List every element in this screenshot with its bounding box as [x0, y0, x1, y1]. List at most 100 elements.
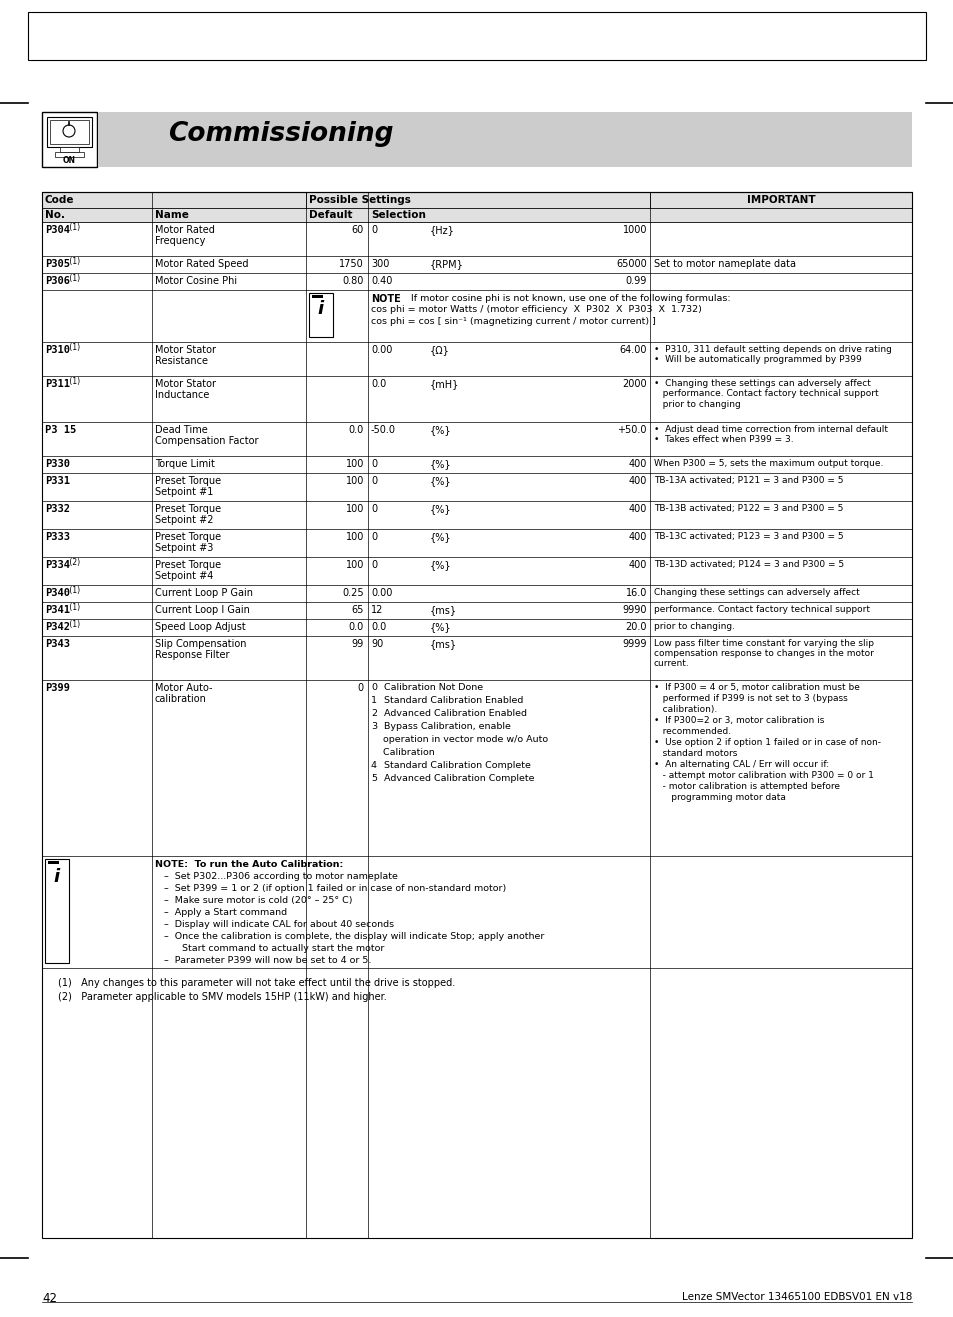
Text: Calibration Not Done: Calibration Not Done	[384, 684, 482, 691]
Text: -50.0: -50.0	[371, 425, 395, 435]
Text: –  Set P302...P306 according to motor nameplate: – Set P302...P306 according to motor nam…	[154, 872, 397, 881]
Text: {Ω}: {Ω}	[430, 345, 450, 356]
Text: Standard Calibration Complete: Standard Calibration Complete	[384, 761, 530, 770]
Text: 0.99: 0.99	[625, 277, 646, 286]
Text: P332: P332	[45, 504, 70, 514]
Text: 0.0: 0.0	[371, 379, 386, 389]
Text: Motor Auto-: Motor Auto-	[154, 684, 213, 693]
Text: 100: 100	[345, 460, 364, 469]
Text: –  Parameter P399 will now be set to 4 or 5.: – Parameter P399 will now be set to 4 or…	[154, 956, 371, 965]
Text: Changing these settings can adversely affect: Changing these settings can adversely af…	[654, 587, 859, 597]
Text: If motor cosine phi is not known, use one of the following formulas:: If motor cosine phi is not known, use on…	[398, 294, 730, 303]
Text: Motor Rated Speed: Motor Rated Speed	[154, 259, 248, 269]
Text: Preset Torque: Preset Torque	[154, 475, 221, 486]
Bar	[309, 292, 333, 337]
Text: {%}: {%}	[430, 560, 451, 570]
Text: 0: 0	[357, 684, 364, 693]
Text: standard motors: standard motors	[654, 749, 737, 759]
Text: (1): (1)	[67, 377, 80, 386]
Text: •  P310, 311 default setting depends on drive rating: • P310, 311 default setting depends on d…	[654, 345, 891, 354]
Text: 0.40: 0.40	[371, 277, 392, 286]
Text: {%}: {%}	[430, 425, 451, 435]
Text: 9990: 9990	[622, 605, 646, 615]
Bar	[47, 117, 91, 148]
Text: programming motor data: programming motor data	[654, 793, 785, 802]
Text: Possible Settings: Possible Settings	[309, 195, 411, 205]
Text: Start command to actually start the motor: Start command to actually start the moto…	[154, 944, 384, 954]
Text: 400: 400	[628, 560, 646, 570]
Text: 400: 400	[628, 475, 646, 486]
Text: cos phi = cos [ sin⁻¹ (magnetizing current / motor current) ]: cos phi = cos [ sin⁻¹ (magnetizing curre…	[371, 317, 656, 327]
Text: 42: 42	[42, 1292, 57, 1305]
Text: P310: P310	[45, 345, 70, 356]
Text: (1): (1)	[67, 603, 80, 612]
Text: 12: 12	[371, 605, 383, 615]
Text: TB-13C activated; P123 = 3 and P300 = 5: TB-13C activated; P123 = 3 and P300 = 5	[654, 532, 842, 541]
Text: {%}: {%}	[430, 532, 451, 543]
Text: P399: P399	[45, 684, 70, 693]
Text: cos phi = motor Watts / (motor efficiency  X  P302  X  P303  X  1.732): cos phi = motor Watts / (motor efficienc…	[371, 306, 701, 313]
Text: 20.0: 20.0	[625, 622, 646, 632]
Text: Motor Cosine Phi: Motor Cosine Phi	[154, 277, 237, 286]
Text: P334: P334	[45, 560, 70, 570]
Text: (1): (1)	[67, 257, 80, 266]
Text: 65000: 65000	[616, 259, 646, 269]
Text: (1): (1)	[67, 586, 80, 595]
Text: i: i	[54, 868, 60, 886]
Text: {%}: {%}	[430, 460, 451, 469]
Text: - motor calibration is attempted before: - motor calibration is attempted before	[654, 782, 840, 792]
Text: {ms}: {ms}	[430, 639, 456, 649]
Text: 400: 400	[628, 460, 646, 469]
Text: {ms}: {ms}	[430, 605, 456, 615]
Text: 400: 400	[628, 504, 646, 514]
Text: 0: 0	[371, 560, 376, 570]
Text: 1: 1	[371, 695, 376, 705]
Text: performance. Contact factory technical support: performance. Contact factory technical s…	[654, 389, 878, 398]
Text: 0: 0	[371, 504, 376, 514]
Text: Selection: Selection	[371, 209, 425, 220]
Text: –  Display will indicate CAL for about 40 seconds: – Display will indicate CAL for about 40…	[154, 921, 394, 928]
Text: •  Changing these settings can adversely affect: • Changing these settings can adversely …	[654, 379, 870, 389]
Text: Lenze SMVector 13465100 EDBSV01 EN v18: Lenze SMVector 13465100 EDBSV01 EN v18	[680, 1292, 911, 1303]
Text: Advanced Calibration Enabled: Advanced Calibration Enabled	[384, 709, 526, 718]
Text: P343: P343	[45, 639, 70, 649]
Text: 2: 2	[371, 709, 376, 718]
Text: –  Make sure motor is cold (20° – 25° C): – Make sure motor is cold (20° – 25° C)	[154, 896, 352, 905]
Text: NOTE:  To run the Auto Calibration:: NOTE: To run the Auto Calibration:	[154, 860, 343, 869]
Text: Response Filter: Response Filter	[154, 651, 230, 660]
Text: Inductance: Inductance	[154, 390, 209, 400]
Text: 60: 60	[352, 225, 364, 234]
Text: performance. Contact factory technical support: performance. Contact factory technical s…	[654, 605, 869, 614]
Text: {%}: {%}	[430, 622, 451, 632]
Text: 300: 300	[371, 259, 389, 269]
Text: Dead Time: Dead Time	[154, 425, 208, 435]
Text: Default: Default	[309, 209, 352, 220]
Text: 3: 3	[371, 722, 376, 731]
Text: No.: No.	[45, 209, 65, 220]
Text: prior to changing: prior to changing	[654, 400, 740, 410]
Text: Bypass Calibration, enable: Bypass Calibration, enable	[384, 722, 511, 731]
Bar	[312, 295, 323, 298]
Text: calibration).: calibration).	[654, 705, 717, 714]
Text: TB-13A activated; P121 = 3 and P300 = 5: TB-13A activated; P121 = 3 and P300 = 5	[654, 475, 842, 485]
Text: Calibration: Calibration	[371, 748, 435, 757]
Text: performed if P399 is not set to 3 (bypass: performed if P399 is not set to 3 (bypas…	[654, 694, 847, 703]
Text: Name: Name	[154, 209, 189, 220]
Text: Code: Code	[45, 195, 74, 205]
Text: •  Will be automatically programmed by P399: • Will be automatically programmed by P3…	[654, 356, 861, 363]
Text: 0.0: 0.0	[349, 425, 364, 435]
Text: P311: P311	[45, 379, 70, 389]
Text: {%}: {%}	[430, 475, 451, 486]
Text: Standard Calibration Enabled: Standard Calibration Enabled	[384, 695, 523, 705]
Text: 1750: 1750	[339, 259, 364, 269]
Text: (1): (1)	[67, 223, 80, 232]
Text: Setpoint #2: Setpoint #2	[154, 515, 213, 525]
Text: {%}: {%}	[430, 504, 451, 514]
Text: 0.00: 0.00	[371, 345, 392, 356]
Text: P330: P330	[45, 460, 70, 469]
Text: Set to motor nameplate data: Set to motor nameplate data	[654, 259, 795, 269]
Text: 0.00: 0.00	[371, 587, 392, 598]
Text: •  If P300 = 4 or 5, motor calibration must be: • If P300 = 4 or 5, motor calibration mu…	[654, 684, 859, 691]
Text: 0: 0	[371, 532, 376, 543]
Text: +50.0: +50.0	[617, 425, 646, 435]
